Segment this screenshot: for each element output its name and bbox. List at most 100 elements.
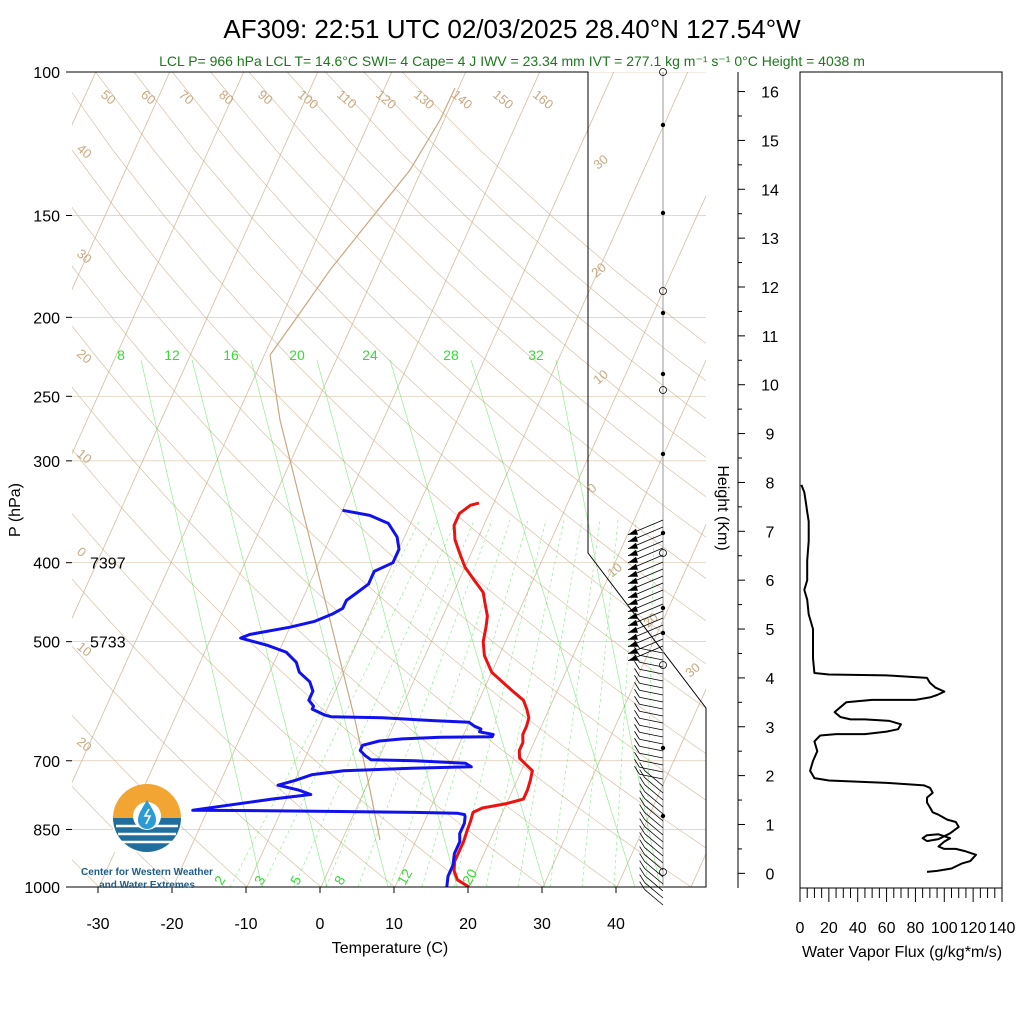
dry-adiabat-line — [248, 72, 706, 498]
wind-barb-feather — [634, 738, 640, 747]
moist-adiabat-line — [581, 519, 619, 887]
isotherm-line — [320, 72, 689, 887]
wind-level-marker — [659, 68, 667, 76]
wind-barb — [639, 668, 664, 675]
wind-barb — [644, 833, 664, 850]
wind-barb-feather — [639, 881, 645, 890]
wind-barb-feather — [639, 804, 645, 813]
wind-barb — [639, 752, 664, 759]
wind-barb — [644, 826, 664, 843]
dry-adiabat-label: 10 — [74, 446, 95, 467]
wind-barb — [639, 689, 664, 696]
isotherm-label: 80 — [216, 87, 237, 108]
wind-barb-feather — [634, 745, 640, 754]
wind-level-marker — [660, 122, 666, 128]
wind-barb — [644, 784, 664, 801]
wind-barb-feather — [639, 874, 645, 883]
dry-adiabat-line — [133, 72, 706, 622]
x-tick-label: 30 — [533, 916, 551, 933]
skewt-frame — [72, 71, 707, 888]
wind-level-marker — [660, 630, 666, 636]
flux-tick-label: 0 — [796, 920, 805, 937]
isotherm-line — [72, 72, 393, 784]
dry-adiabat-label: 20 — [74, 734, 95, 755]
mixing-ratio-line — [470, 359, 636, 887]
wind-barb-pennant — [627, 619, 638, 626]
flux-tick-label: 100 — [931, 920, 958, 937]
cw3e-logo: Center for Western Weather and Water Ext… — [81, 784, 213, 891]
height-tick-label: 1 — [766, 817, 775, 834]
wind-barb-feather — [639, 818, 645, 827]
wind-barb-pennant — [627, 612, 638, 619]
wind-barb-pennant — [627, 633, 638, 640]
isotherm-line — [542, 523, 706, 887]
temperature-profile-line — [452, 501, 534, 887]
wind-level-marker — [660, 310, 666, 316]
wind-barb-feather — [639, 783, 645, 792]
x-tick-label: 10 — [385, 916, 403, 933]
wind-barbs — [627, 68, 667, 906]
height-annotation: 7397 — [90, 556, 126, 573]
moist-adiabat-line — [325, 519, 475, 887]
isotherm-line — [72, 72, 319, 620]
isotherm-line — [246, 72, 615, 887]
isotherm-label: 70 — [176, 87, 197, 108]
y-tick-label: 400 — [33, 556, 60, 573]
wind-barb-pennant — [627, 626, 638, 633]
parcel-path — [269, 87, 456, 356]
wind-barb-feather — [639, 762, 645, 771]
dry-adiabat-line — [72, 578, 396, 887]
dry-adiabat-line — [72, 265, 706, 849]
isotherm-label: 60 — [138, 87, 159, 108]
dry-adiabat-line — [172, 72, 706, 579]
moist-adiabat-line — [549, 519, 601, 887]
mixing-ratio-label: 12 — [164, 347, 180, 363]
moist-adiabat-line — [229, 519, 421, 887]
wind-barb — [644, 875, 664, 892]
wind-barb-pennant — [627, 549, 638, 556]
mixing-ratio-line — [191, 359, 328, 887]
moist-adiabat-line — [357, 519, 493, 887]
chart-subtitle: LCL P= 966 hPa LCL T= 14.6°C SWI= 4 Cape… — [159, 53, 865, 69]
wind-barb-feather — [639, 832, 645, 841]
wind-barb — [639, 731, 664, 738]
flux-series — [800, 484, 977, 873]
wind-barb — [639, 738, 664, 745]
mixing-ratio-label: 32 — [528, 347, 544, 363]
wind-barb-feather — [634, 759, 640, 768]
flux-tick-label: 60 — [878, 920, 896, 937]
y-tick-label: 500 — [33, 635, 60, 652]
y-tick-label: 850 — [33, 822, 60, 839]
wind-level-marker — [659, 868, 667, 876]
wind-barb — [644, 854, 664, 871]
wind-barb-feather — [639, 825, 645, 834]
height-axis-label: Height (Km) — [714, 465, 731, 550]
chart-title: AF309: 22:51 UTC 02/03/2025 28.40°N 127.… — [223, 14, 801, 44]
wind-barb-feather — [639, 769, 645, 778]
dry-adiabat-line — [72, 206, 706, 801]
wind-level-marker — [659, 549, 667, 557]
isotherm-line — [72, 72, 171, 291]
mixing-ratio-label: 5 — [287, 873, 305, 888]
wind-barb-pennant — [627, 563, 638, 570]
wind-barb-pennant — [627, 556, 638, 563]
isotherm-label: 90 — [255, 87, 276, 108]
isotherm-line — [394, 194, 706, 887]
height-tick-label: 11 — [762, 329, 779, 346]
height-tick-label: 16 — [761, 85, 779, 102]
height-tick-label: 14 — [761, 182, 779, 199]
wind-barb-feather — [634, 668, 640, 677]
wind-barb-feather — [639, 867, 645, 876]
isotherm-label: 100 — [295, 87, 321, 112]
height-tick-label: 0 — [766, 866, 775, 883]
wind-level-marker — [660, 605, 666, 611]
wind-barb-feather — [634, 703, 640, 712]
wind-barb-feather — [639, 860, 645, 869]
wind-barb — [639, 724, 664, 731]
wind-barb — [644, 889, 664, 906]
mixing-ratio-label: 28 — [443, 347, 459, 363]
height-annotation: 5733 — [90, 635, 126, 652]
moist-adiabat-line — [293, 519, 457, 887]
wind-barb-pennant — [627, 528, 638, 535]
